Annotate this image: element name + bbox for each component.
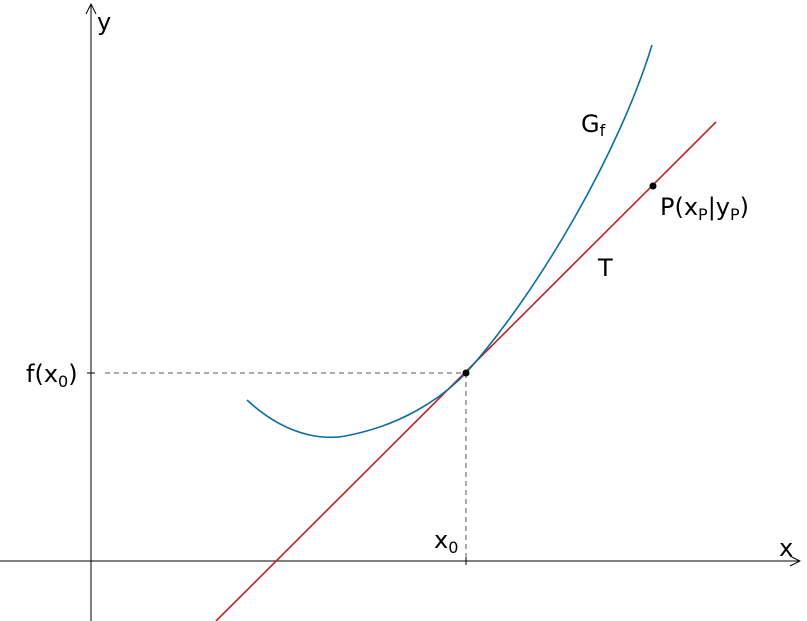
x0-label-main: x [434,526,448,554]
point-p-label-sub1: P [698,205,708,224]
x0-label-sub: 0 [448,538,458,557]
point-p [649,182,657,190]
graph-label-main: G [581,110,600,138]
tangent-label: T [597,254,613,282]
graph-curve [246,44,653,439]
graph-label: Gf [581,110,606,140]
point-p-label: P(xP|yP) [660,193,749,224]
x0-label: x0 [434,526,458,557]
y-axis-label: y [97,8,111,36]
point-p-label-mid: |y [708,193,730,221]
graph-label-sub: f [600,121,606,140]
point-p-label-close: ) [740,193,749,221]
point-p-label-sub2: P [730,205,740,224]
point-p-label-open: P(x [660,193,698,221]
f-x0-label-suffix: ) [68,360,77,388]
f-x0-label-sub: 0 [58,372,68,391]
point-x0 [462,369,470,377]
f-x0-label: f(x0) [26,360,78,391]
f-x0-label-prefix: f(x [26,360,58,388]
x-axis-label: x [779,534,793,562]
